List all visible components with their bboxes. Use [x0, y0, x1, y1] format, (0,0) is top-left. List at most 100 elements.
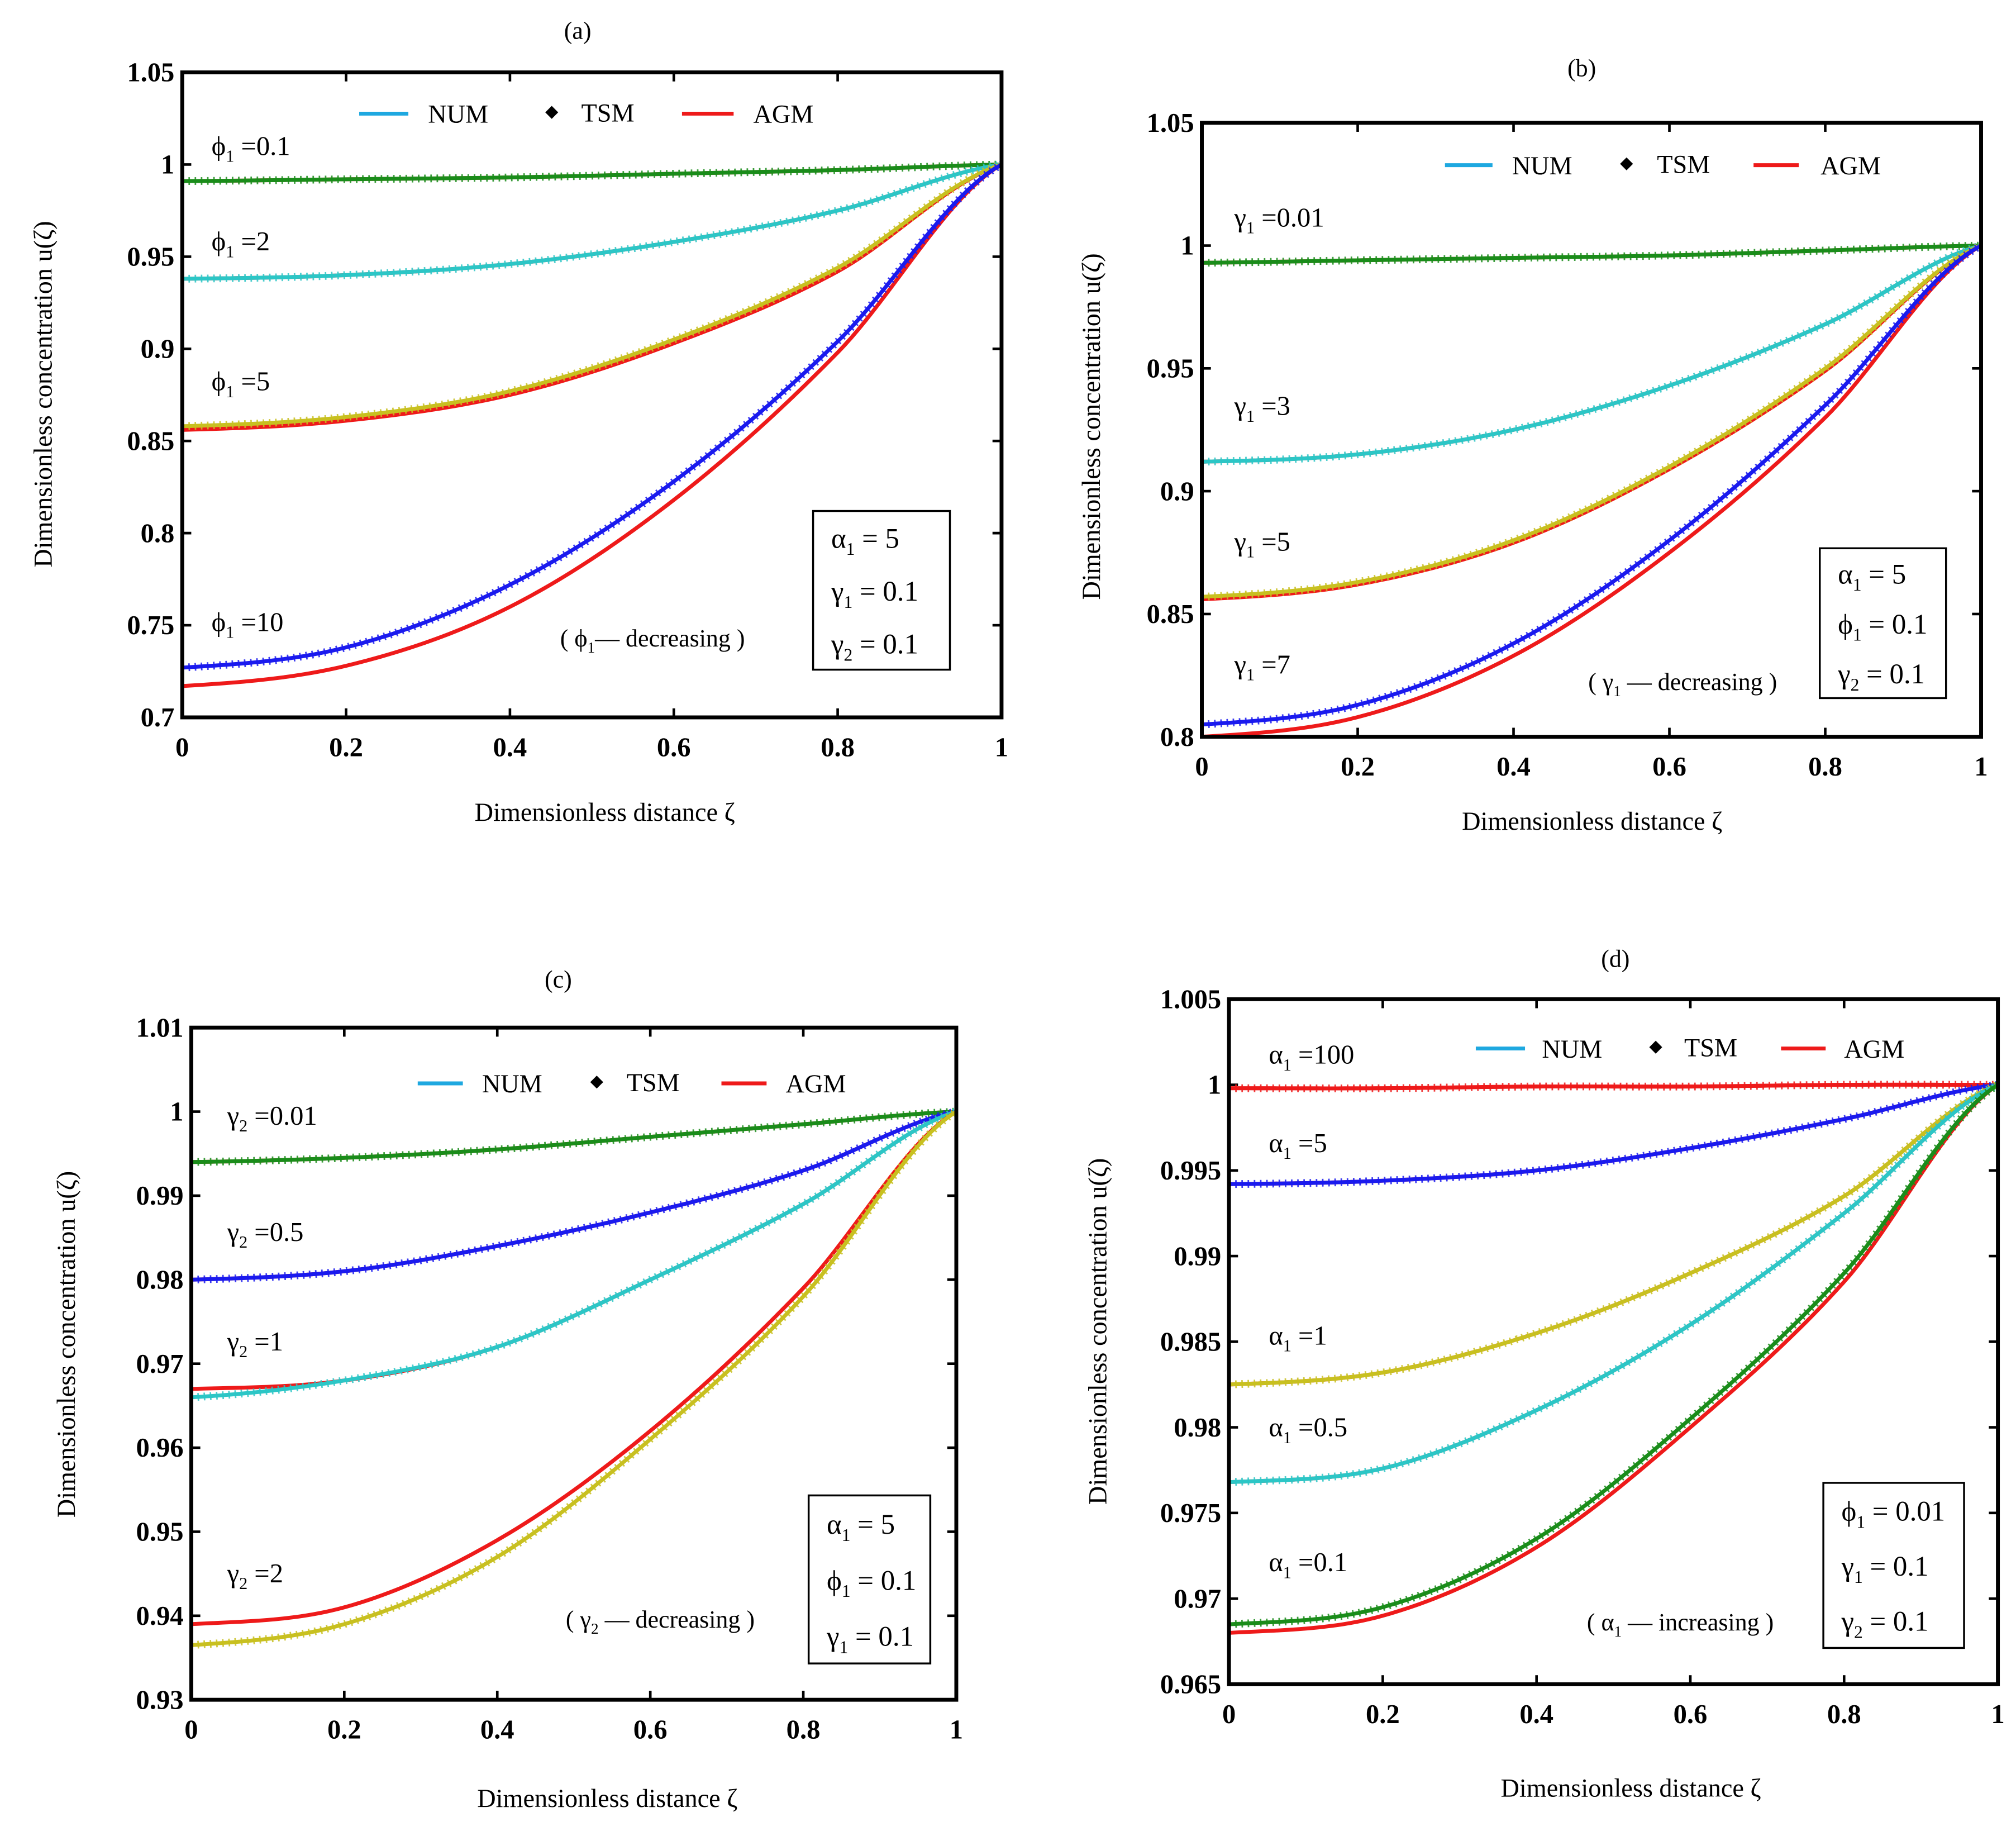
parameter-label: γ1 = 0.1 [831, 576, 918, 612]
curve-label: α1 =5 [1269, 1128, 1327, 1163]
legend-agm-label: AGM [1844, 1035, 1904, 1064]
legend-agm-label: AGM [786, 1070, 846, 1098]
y-tick-label: 1 [1180, 231, 1194, 261]
curve-label: α1 =100 [1269, 1040, 1354, 1074]
x-tick-label: 0.2 [1341, 751, 1375, 782]
parameter-box-frame [1819, 547, 1947, 700]
agm-curve [1202, 244, 1981, 464]
y-tick-label: 1.005 [1160, 984, 1221, 1014]
y-tick-label: 0.98 [1174, 1412, 1221, 1443]
num-curve [1202, 244, 1981, 464]
agm-curve [191, 1110, 956, 1282]
x-tick-label: 0.4 [1519, 1699, 1553, 1729]
y-tick-label: 1 [170, 1097, 183, 1127]
parameter-label: ϕ1 = 0.1 [827, 1565, 916, 1601]
plot-frame [1200, 121, 1983, 739]
num-curve [1229, 1083, 1998, 1387]
y-tick-label: 1 [161, 150, 174, 180]
x-tick-label: 1 [1991, 1699, 2004, 1729]
curve-label: α1 =1 [1269, 1320, 1327, 1355]
x-tick-label: 0.8 [787, 1715, 821, 1745]
parameter-label: γ1 = 0.1 [1841, 1551, 1929, 1587]
parameter-box-frame [807, 1494, 932, 1664]
tsm-markers [1202, 241, 1981, 466]
y-tick-label: 0.95 [127, 242, 174, 272]
x-tick-label: 0.6 [1674, 1699, 1708, 1729]
curve-label: γ1 =3 [1234, 391, 1290, 426]
x-tick-label: 0.2 [1366, 1699, 1400, 1729]
legend-num-label: NUM [428, 101, 488, 129]
curve-label: γ1 =7 [1234, 649, 1290, 684]
legend-tsm-label: TSM [627, 1069, 680, 1097]
x-tick-label: 1 [1974, 751, 1988, 782]
curve-label: α1 =0.1 [1269, 1547, 1347, 1582]
y-tick-label: 1.05 [1147, 108, 1194, 138]
y-tick-label: 0.96 [136, 1433, 184, 1463]
curve-label: ϕ1 =10 [212, 607, 284, 641]
num-curve [191, 1110, 956, 1282]
y-tick-label: 0.93 [136, 1685, 184, 1715]
legend-num-label: NUM [1542, 1035, 1602, 1064]
plot-frame [180, 70, 1004, 720]
curve-label: ϕ1 =0.1 [212, 131, 290, 165]
parameter-box-frame [1822, 1482, 1965, 1649]
plot-frame [189, 1025, 959, 1702]
agm-curve [191, 1110, 956, 1626]
y-tick-label: 0.85 [127, 426, 174, 456]
x-tick-label: 0.4 [480, 1715, 514, 1745]
parameter-label: α1 = 5 [831, 523, 899, 559]
curve-label: γ2 =0.01 [227, 1101, 317, 1135]
legend-agm-label: AGM [754, 101, 814, 129]
num-curve [1229, 1083, 1998, 1485]
y-tick-label: 0.975 [1160, 1498, 1221, 1528]
y-tick-label: 0.9 [1160, 476, 1194, 506]
parameter-label: ϕ1 = 0.01 [1842, 1496, 1946, 1532]
y-tick-label: 0.95 [136, 1517, 184, 1547]
parameter-label: γ2 = 0.1 [831, 629, 918, 665]
x-tick-label: 0.8 [821, 732, 855, 762]
tsm-markers [182, 160, 1002, 430]
plot-area [182, 160, 1002, 688]
agm-curve [182, 163, 1002, 688]
y-tick-label: 0.995 [1160, 1155, 1221, 1186]
trend-annotation: ( α1 — increasing ) [1587, 1609, 1774, 1640]
tsm-markers [191, 1107, 956, 1166]
x-tick-label: 0.6 [1652, 751, 1686, 782]
y-tick-label: 0.97 [1174, 1583, 1221, 1614]
x-tick-label: 0.6 [657, 732, 691, 762]
y-tick-label: 0.9 [141, 334, 175, 364]
parameter-label: γ1 = 0.1 [826, 1621, 914, 1657]
y-tick-label: 0.85 [1147, 599, 1194, 629]
y-tick-label: 0.95 [1147, 354, 1194, 384]
plot-area [1229, 1081, 1998, 1635]
x-tick-label: 0.6 [633, 1715, 668, 1745]
y-tick-label: 0.98 [136, 1264, 184, 1295]
x-tick-label: 0 [1195, 751, 1208, 782]
y-axis-title: Dimensionless concentration u(ζ) [53, 1171, 81, 1518]
parameter-box: ϕ1 = 0.01 γ1 = 0.1 γ2 = 0.1 [1822, 1482, 1965, 1649]
y-tick-label: 0.8 [141, 518, 175, 548]
agm-curve [182, 163, 1002, 432]
agm-curve [1229, 1083, 1998, 1635]
legend-tsm-label: TSM [1684, 1034, 1737, 1062]
trend-annotation: ( ϕ1— decreasing ) [560, 625, 745, 656]
y-tick-label: 1 [1208, 1070, 1221, 1100]
trend-annotation: ( γ1 — decreasing ) [1588, 668, 1777, 700]
chart-panel-d: (d) 0 0.2 0.4 0.6 0.8 1 0.965 0.97 0.975 0.98 0.985… [1084, 945, 2004, 1802]
parameter-box: α1 = 5 ϕ1 = 0.1 γ1 = 0.1 [807, 1494, 932, 1664]
x-tick-label: 0.4 [1496, 751, 1531, 782]
y-tick-label: 1.05 [127, 58, 174, 88]
parameter-box: α1 = 5 γ1 = 0.1 γ2 = 0.1 [812, 510, 951, 671]
parameter-label: γ2 = 0.1 [1837, 659, 1925, 695]
x-tick-label: 0.4 [493, 732, 527, 762]
y-tick-label: 0.7 [141, 702, 175, 733]
y-tick-label: 0.8 [1160, 722, 1194, 752]
panel-title: (b) [1567, 54, 1596, 82]
curve-label: γ1 =0.01 [1234, 202, 1324, 237]
chart-panel-a: (a) 0 0.2 0.4 0.6 0.8 1 0.7 0.75 0.8 0.85 0.9 0.95 1 1… [30, 17, 1009, 827]
x-tick-label: 0.2 [329, 732, 363, 762]
parameter-label: γ2 = 0.1 [1841, 1606, 1929, 1642]
curve-label: γ2 =0.5 [227, 1217, 304, 1252]
legend-tsm-label: TSM [582, 99, 635, 127]
